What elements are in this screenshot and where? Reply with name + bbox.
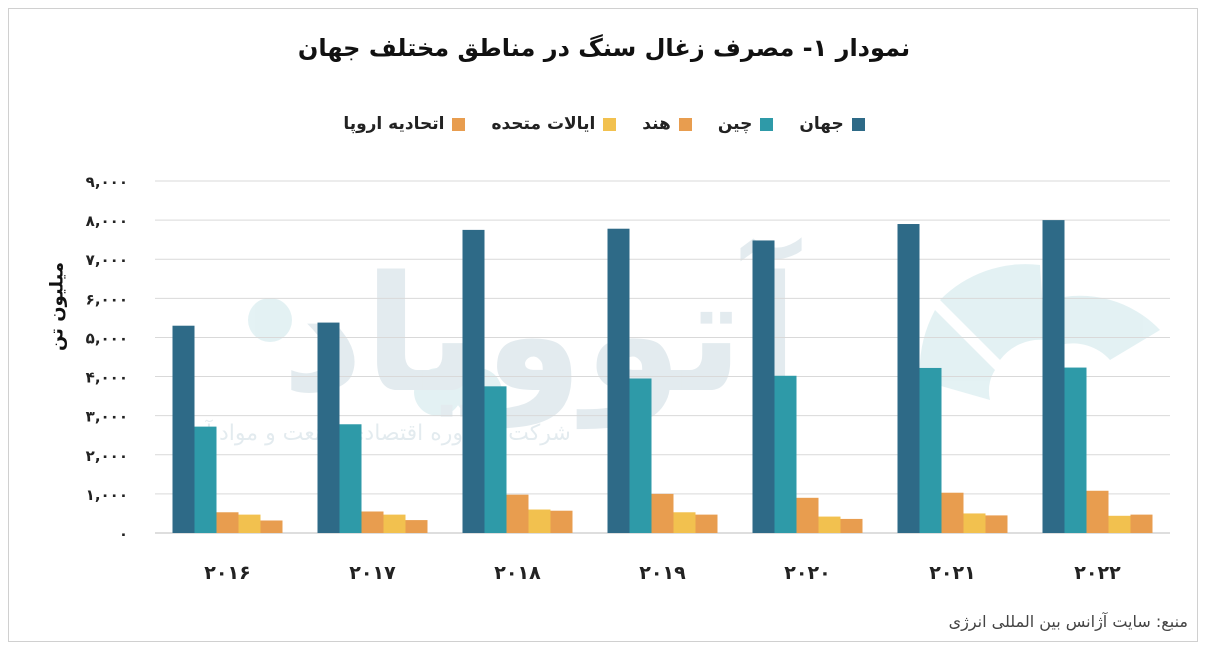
x-tick-label: ۲۰۱۹ xyxy=(639,562,686,584)
bar xyxy=(919,367,942,533)
bar xyxy=(1064,367,1087,533)
bar xyxy=(1042,220,1065,533)
y-tick-label: ۳,۰۰۰ xyxy=(86,408,128,426)
bar xyxy=(1086,490,1109,533)
y-tick-label: ۴,۰۰۰ xyxy=(86,369,128,387)
bar xyxy=(897,224,920,533)
legend-item: هند xyxy=(642,114,692,134)
legend-label: ایالات متحده xyxy=(491,114,596,134)
bar xyxy=(941,492,964,533)
watermark-brand: آتوویاد xyxy=(282,236,802,429)
legend-item: چین xyxy=(718,114,774,134)
bar xyxy=(216,512,239,533)
bar xyxy=(339,424,362,533)
bar xyxy=(361,511,384,533)
watermark-logo-segment xyxy=(940,264,1045,360)
y-tick-labels: ۰ ۱,۰۰۰ ۲,۰۰۰ ۳,۰۰۰ ۴,۰۰۰ ۵,۰۰۰ ۶,۰۰۰ ۷,۰۰۰ ۸,۰۰… xyxy=(86,173,128,543)
y-tick-label: ۰ xyxy=(119,525,128,543)
bar xyxy=(963,513,986,533)
x-tick-labels: ۲۰۱۶ ۲۰۱۷ ۲۰۱۸ ۲۰۱۹ ۲۰۲۰ ۲۰۲۱ ۲۰۲۲ xyxy=(204,562,1121,584)
legend-item: اتحادیه اروپا xyxy=(343,114,466,134)
bar xyxy=(194,426,217,533)
bar xyxy=(506,494,529,533)
x-tick-label: ۲۰۱۶ xyxy=(204,562,250,584)
legend-label: هند xyxy=(642,114,671,134)
bar xyxy=(840,518,863,533)
legend-label: اتحادیه اروپا xyxy=(343,114,445,134)
legend: جهان چین هند ایالات متحده اتحادیه اروپا xyxy=(0,114,1208,134)
chart-frame xyxy=(8,8,1198,642)
bar xyxy=(238,514,261,533)
bar xyxy=(629,378,652,533)
bar xyxy=(317,322,340,533)
x-tick-label: ۲۰۲۰ xyxy=(784,562,830,584)
legend-item: جهان xyxy=(799,114,865,134)
legend-swatch xyxy=(760,117,774,131)
legend-label: چین xyxy=(717,114,753,134)
bar xyxy=(651,493,674,533)
legend-swatch xyxy=(452,117,466,131)
bar xyxy=(1108,515,1131,533)
y-tick-label: ۱,۰۰۰ xyxy=(86,486,128,504)
bars xyxy=(172,220,1153,533)
x-tick-label: ۲۰۱۸ xyxy=(494,562,541,584)
legend-swatch xyxy=(851,117,865,131)
y-tick-label: ۸,۰۰۰ xyxy=(86,212,128,230)
watermark-tagline: شرکت مشاوره اقتصادی صنعت و مواد آرا xyxy=(189,419,571,446)
bar xyxy=(1130,514,1153,533)
x-tick-label: ۲۰۲۲ xyxy=(1074,562,1121,584)
legend-swatch xyxy=(603,117,617,131)
source-note: منبع: سایت آژانس بین المللی انرژی xyxy=(948,612,1188,631)
legend-swatch xyxy=(678,117,692,131)
watermark-dot xyxy=(414,368,462,416)
bar xyxy=(383,514,406,533)
bar xyxy=(695,514,718,533)
bar xyxy=(607,228,630,533)
y-tick-label: ۹,۰۰۰ xyxy=(86,173,128,191)
bar xyxy=(172,325,195,533)
bar xyxy=(752,240,775,533)
y-tick-label: ۲,۰۰۰ xyxy=(86,447,128,465)
x-tick-label: ۲۰۱۷ xyxy=(349,562,396,584)
bar xyxy=(985,515,1008,533)
bar xyxy=(550,510,573,533)
legend-item: ایالات متحده xyxy=(491,114,617,134)
bar xyxy=(484,386,507,533)
x-tick-label: ۲۰۲۱ xyxy=(929,562,975,584)
y-tick-label: ۷,۰۰۰ xyxy=(86,251,128,269)
bar xyxy=(774,375,797,533)
legend-label: جهان xyxy=(799,114,844,134)
watermark-dot xyxy=(248,298,292,342)
bar xyxy=(528,509,551,533)
bar xyxy=(405,520,428,533)
watermark: آتوویاد شرکت مشاوره اقتصادی صنعت و مواد … xyxy=(189,236,1160,446)
y-tick-label: ۵,۰۰۰ xyxy=(86,329,128,347)
watermark-logo-segment xyxy=(1050,295,1160,360)
bar xyxy=(673,512,696,533)
bar xyxy=(260,520,283,533)
y-tick-label: ۶,۰۰۰ xyxy=(86,290,128,308)
bar xyxy=(796,497,819,533)
chart-title: نمودار ۱- مصرف زغال سنگ در مناطق مختلف ج… xyxy=(297,34,911,62)
bar xyxy=(818,516,841,533)
bar xyxy=(462,229,485,533)
